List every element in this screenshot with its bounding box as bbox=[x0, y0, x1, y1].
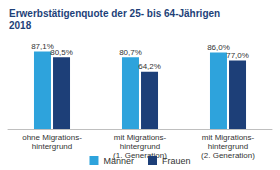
svg-text:77,0%: 77,0% bbox=[226, 51, 249, 60]
svg-text:80,5%: 80,5% bbox=[50, 48, 73, 57]
svg-text:86,0%: 86,0% bbox=[207, 43, 230, 52]
svg-text:(2. Generation): (2. Generation) bbox=[201, 151, 255, 160]
svg-text:ohne Migrations-: ohne Migrations- bbox=[22, 133, 82, 142]
svg-text:hintergrund: hintergrund bbox=[32, 142, 72, 151]
svg-text:mit Migrations-: mit Migrations- bbox=[114, 133, 167, 142]
svg-text:hintergrund: hintergrund bbox=[208, 142, 248, 151]
svg-text:Männer: Männer bbox=[103, 156, 134, 166]
svg-text:87,1%: 87,1% bbox=[31, 42, 54, 51]
svg-text:2018: 2018 bbox=[9, 20, 32, 31]
svg-text:(1. Generation): (1. Generation) bbox=[113, 151, 167, 160]
svg-text:64,2%: 64,2% bbox=[138, 62, 161, 71]
svg-text:hintergrund: hintergrund bbox=[120, 142, 160, 151]
svg-text:mit Migrations-: mit Migrations- bbox=[202, 133, 255, 142]
svg-text:Frauen: Frauen bbox=[162, 156, 191, 166]
svg-text:Erwerbstätigenquote der 25- bi: Erwerbstätigenquote der 25- bis 64-Jähri… bbox=[9, 8, 223, 19]
svg-text:80,7%: 80,7% bbox=[119, 48, 142, 57]
